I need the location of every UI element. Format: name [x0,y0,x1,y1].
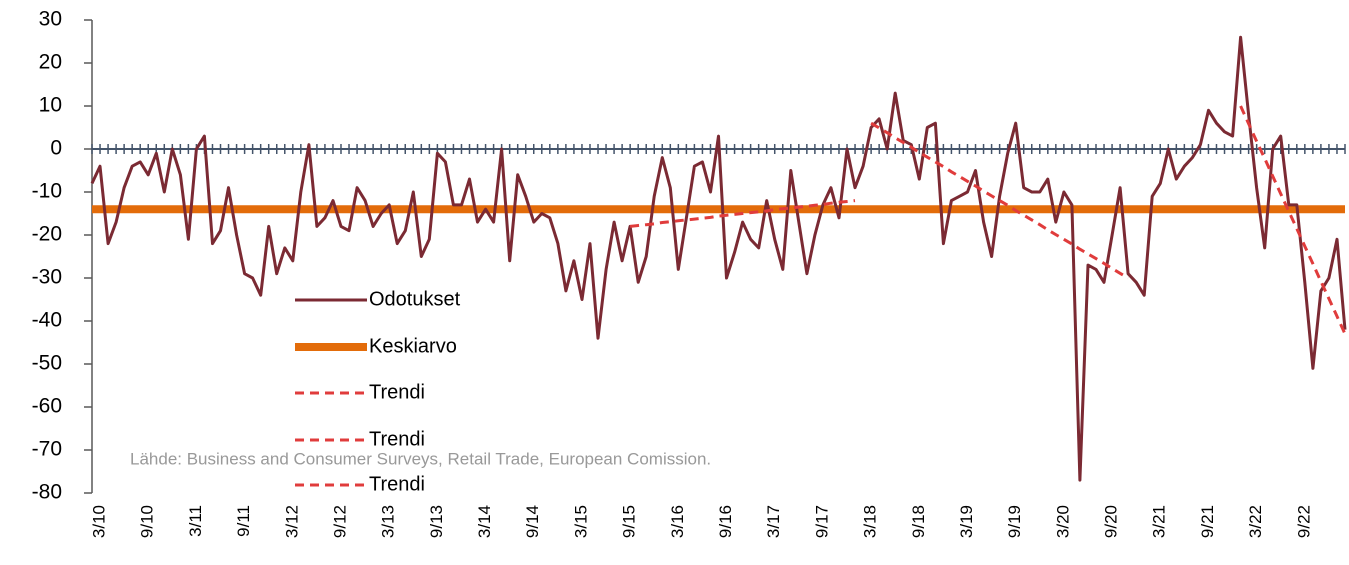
y-tick-label: -10 [32,180,62,203]
trend-line [1239,105,1347,335]
legend-label: Trendi [369,428,425,450]
x-tick-label: 9/15 [620,505,639,538]
x-tick-label: 9/14 [523,505,542,538]
legend-label: Keskiarvo [369,335,457,357]
y-tick-label: 10 [39,94,62,117]
x-tick-label: 3/13 [379,505,398,538]
legend-label: Trendi [369,381,425,403]
x-tick-label: 3/21 [1150,505,1169,538]
source-note: Lähde: Business and Consumer Surveys, Re… [130,449,711,468]
x-tick-label: 9/22 [1294,505,1313,538]
x-tick-label: 3/22 [1246,505,1265,538]
x-tick-label: 3/15 [571,505,590,538]
x-tick-label: 3/17 [764,505,783,538]
x-tick-label: 9/13 [427,505,446,538]
y-tick-label: 30 [39,8,62,31]
x-tick-label: 9/11 [234,505,253,537]
x-tick-label: 9/12 [330,505,349,538]
x-tick-label: 9/17 [812,505,831,538]
y-tick-label: -80 [32,481,62,504]
series-line [90,35,1347,482]
x-tick-label: 3/14 [475,505,494,538]
y-tick-label: 20 [39,51,62,74]
y-tick-label: -60 [32,395,62,418]
x-tick-label: 9/21 [1198,505,1217,538]
x-tick-label: 9/18 [909,505,928,538]
x-tick-label: 3/12 [282,505,301,538]
y-tick-label: -50 [32,352,62,375]
x-tick-label: 3/11 [186,505,205,537]
y-tick-label: -40 [32,309,62,332]
x-tick-label: 3/16 [668,505,687,538]
x-tick-label: 9/16 [716,505,735,538]
x-tick-label: 3/19 [957,505,976,538]
legend-label: Odotukset [369,288,461,310]
legend-label: Trendi [369,473,425,495]
x-tick-label: 3/18 [861,505,880,538]
y-tick-label: 0 [50,137,62,160]
y-tick-label: -30 [32,266,62,289]
x-tick-label: 3/20 [1053,505,1072,538]
y-tick-label: -70 [32,438,62,461]
y-tick-label: -20 [32,223,62,246]
x-tick-label: 9/10 [138,505,157,538]
x-tick-label: 9/20 [1102,505,1121,538]
trend-line [629,199,856,228]
trend-line [870,121,1129,280]
x-tick-label: 3/10 [90,505,109,538]
x-tick-label: 9/19 [1005,505,1024,538]
